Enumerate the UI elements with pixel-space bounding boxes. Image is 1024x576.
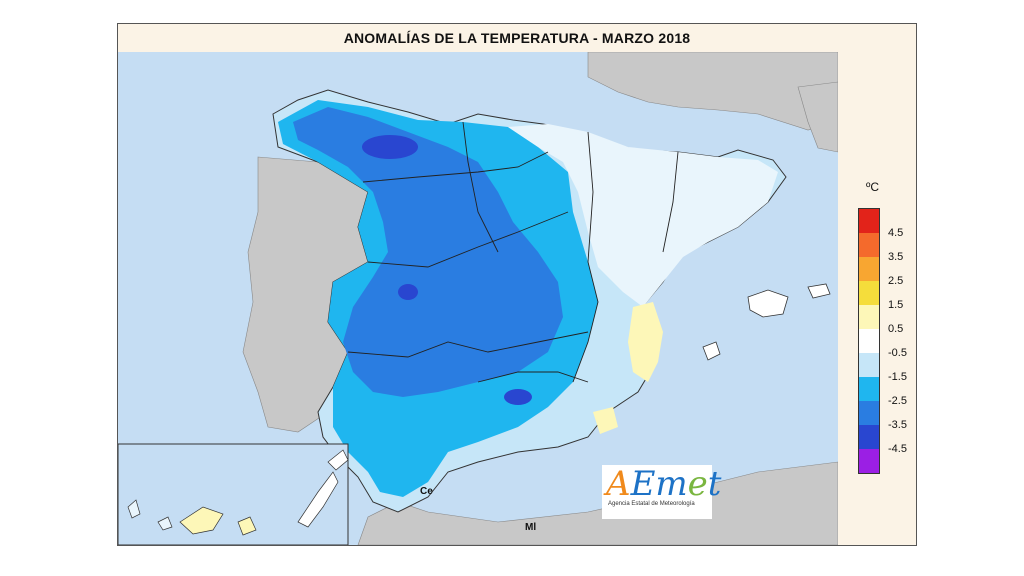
legend-label: -1.5 — [888, 371, 907, 383]
anomaly-blue-region — [293, 107, 563, 397]
map-svg — [118, 52, 838, 545]
legend-swatch — [859, 377, 879, 401]
legend-swatch — [859, 329, 879, 353]
legend-label: 4.5 — [888, 227, 904, 239]
map-title: ANOMALÍAS DE LA TEMPERATURA - MARZO 2018 — [118, 24, 916, 53]
legend-label: 3.5 — [888, 251, 904, 263]
legend-swatch — [859, 449, 879, 473]
anomaly-yellow-southeast — [593, 407, 618, 434]
legend-swatch — [859, 401, 879, 425]
logo-subtitle: Agencia Estatal de Meteorología — [608, 501, 695, 507]
legend-swatch — [859, 305, 879, 329]
island-land — [797, 81, 838, 153]
legend-swatch — [859, 209, 879, 233]
legend-panel: ºC 4.5 3.5 2.5 1.5 0.5 -0.5 -1.5 -2.5 -3.5 -4.5 — [838, 52, 916, 545]
balearic-menorca — [807, 283, 831, 299]
aemet-logo: AEmet Agencia Estatal de Meteorología — [602, 464, 721, 519]
border-a — [362, 151, 549, 183]
logo-letter: m — [655, 464, 688, 504]
border-f — [477, 371, 589, 383]
label-ceuta: Ce — [420, 486, 433, 497]
border-c — [347, 331, 589, 358]
border-d — [572, 131, 599, 383]
canary-island-fuerteventura — [297, 471, 339, 528]
anomaly-white-northeast — [508, 124, 778, 307]
anomaly-yellow-east — [628, 302, 663, 382]
legend-label: -0.5 — [888, 347, 907, 359]
legend-label: 1.5 — [888, 299, 904, 311]
map-frame: ANOMALÍAS DE LA TEMPERATURA - MARZO 2018 — [117, 23, 917, 546]
canary-island-lanzarote — [327, 449, 349, 471]
legend-unit: ºC — [866, 180, 880, 194]
anomaly-darkblue-north — [362, 135, 418, 159]
logo-letter: e — [687, 464, 708, 504]
legend-swatch — [859, 425, 879, 449]
legend-colorbar — [858, 208, 880, 474]
legend-label: -2.5 — [888, 395, 907, 407]
legend-swatch — [859, 353, 879, 377]
anomaly-darkblue-center — [398, 284, 418, 300]
map-area: Ce Ml — [118, 52, 839, 545]
logo-letter: A — [606, 464, 631, 504]
label-melilla: Ml — [525, 522, 537, 533]
legend-swatch — [859, 233, 879, 257]
logo-wordmark: AEmet — [606, 464, 721, 504]
canary-island-gran-canaria — [237, 516, 257, 536]
legend-swatch — [859, 281, 879, 305]
canary-island-1 — [127, 499, 141, 519]
logo-letter: t — [707, 464, 722, 504]
region-borders — [347, 121, 679, 383]
france-land — [587, 52, 838, 131]
border-e — [662, 151, 679, 253]
canary-inset — [118, 443, 349, 545]
balearic-mallorca — [747, 289, 789, 318]
border-b — [367, 211, 569, 268]
legend-label: -4.5 — [888, 443, 907, 455]
legend-label: -3.5 — [888, 419, 907, 431]
logo-letter: E — [630, 464, 656, 504]
anomaly-darkblue-south — [504, 389, 532, 405]
legend-label: 2.5 — [888, 275, 904, 287]
balearic-ibiza — [702, 341, 721, 361]
canary-island-tenerife — [179, 506, 224, 535]
border-g — [462, 121, 499, 253]
legend-label: 0.5 — [888, 323, 904, 335]
canary-island-2 — [157, 516, 173, 531]
legend-swatch — [859, 257, 879, 281]
